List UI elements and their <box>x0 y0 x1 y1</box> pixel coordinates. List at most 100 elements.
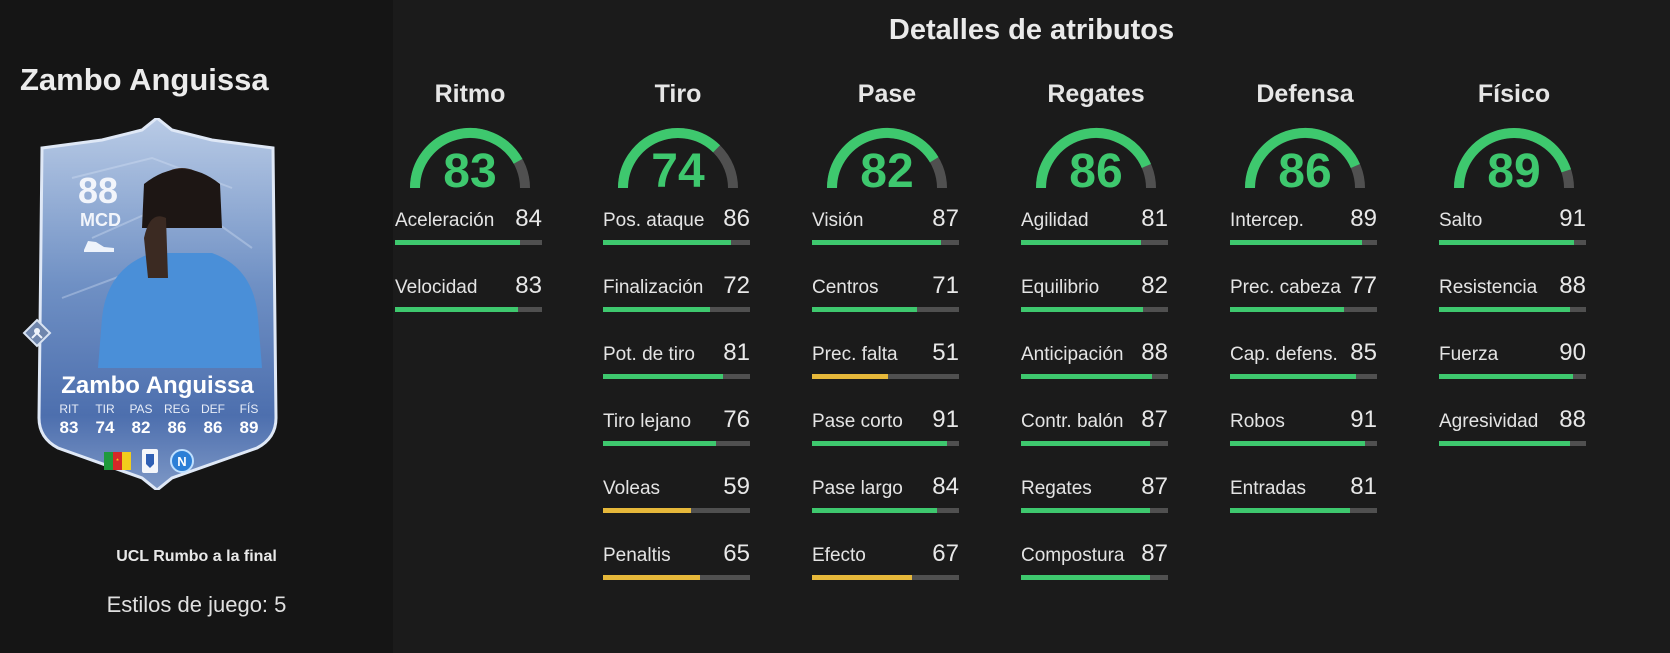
player-card[interactable]: 88 MCD Zambo Anguissa RIT 83 TIR 74 PAS … <box>32 118 283 490</box>
attribute-row: Contr. balón 87 <box>1016 401 1176 468</box>
gauge-arc <box>1245 128 1365 189</box>
attribute-bar <box>1439 374 1586 379</box>
category-value: 89 <box>1487 145 1541 198</box>
attribute-row: Equilibrio 82 <box>1016 267 1176 334</box>
attribute-name: Tiro lejano <box>603 411 692 432</box>
attribute-row: Agilidad 81 <box>1016 200 1176 267</box>
attribute-name: Regates <box>1021 478 1092 499</box>
card-stat: TIR 74 <box>90 402 120 438</box>
attribute-column[interactable]: Ritmo 83 Aceleración 84 Velocidad 83 <box>390 80 550 334</box>
attribute-bar <box>1439 441 1586 446</box>
category-value: 83 <box>443 145 497 198</box>
card-stat-label: RIT <box>59 402 79 416</box>
attribute-value: 88 <box>1559 272 1586 299</box>
player-panel: Zambo Anguissa 88 MCD Zambo Angu <box>0 0 393 653</box>
page-title: Detalles de atributos <box>888 14 1175 46</box>
attribute-bar-fill <box>812 374 888 379</box>
attribute-bar-fill <box>603 374 724 379</box>
gauge-arc <box>1454 128 1574 189</box>
attribute-row: Compostura 87 <box>1016 535 1176 602</box>
attribute-name: Efecto <box>812 545 866 566</box>
attribute-bar-fill <box>1230 307 1345 312</box>
attribute-column[interactable]: Regates 86 Agilidad 81 Equilibrio 82 Anticipac… <box>1016 80 1176 602</box>
svg-text:N: N <box>177 454 186 469</box>
attribute-name: Pase corto <box>812 411 903 432</box>
gauge-fill <box>1245 128 1360 189</box>
promo-name: UCL Rumbo a la final <box>116 548 277 565</box>
gauge-fill <box>827 128 939 189</box>
attribute-row: Resistencia 88 <box>1434 267 1594 334</box>
card-stat-label: FÍS <box>239 402 259 416</box>
attribute-row: Pot. de tiro 81 <box>598 334 758 401</box>
attribute-bar-fill <box>1021 441 1151 446</box>
card-stat-value: 89 <box>239 418 259 437</box>
attribute-bar <box>812 240 959 245</box>
card-stat-value: 86 <box>167 418 187 437</box>
football-boot-icon <box>84 241 114 252</box>
attribute-row: Robos 91 <box>1225 401 1385 468</box>
attribute-bar <box>812 575 959 580</box>
category-gauge: 83 <box>390 118 550 200</box>
attribute-name: Prec. cabeza <box>1230 277 1341 298</box>
attribute-value: 87 <box>1141 473 1168 500</box>
attribute-bar-fill <box>1439 240 1575 245</box>
category-value: 82 <box>860 145 914 198</box>
attribute-value: 84 <box>932 473 959 500</box>
serie-a-league-icon <box>142 449 158 473</box>
gauge-fill <box>618 128 721 189</box>
attribute-column[interactable]: Tiro 74 Pos. ataque 86 Finalización 72 Pot. de… <box>598 80 758 602</box>
attribute-bar-fill <box>603 508 691 513</box>
attribute-name: Resistencia <box>1439 277 1538 298</box>
card-stat-label: TIR <box>95 402 115 416</box>
attribute-name: Anticipación <box>1021 344 1124 365</box>
attribute-value: 81 <box>723 339 750 366</box>
attribute-bar <box>603 240 750 245</box>
attribute-name: Contr. balón <box>1021 411 1124 432</box>
attribute-name: Velocidad <box>395 277 478 298</box>
attribute-bar <box>1021 575 1168 580</box>
attribute-name: Penaltis <box>603 545 671 566</box>
attribute-value: 51 <box>932 339 959 366</box>
card-position: MCD <box>80 210 121 230</box>
attribute-value: 89 <box>1350 205 1377 232</box>
card-stat-label: DEF <box>201 402 225 416</box>
card-stat-label: PAS <box>129 402 153 416</box>
attribute-bar <box>812 508 959 513</box>
cameroon-flag-icon <box>104 452 131 470</box>
attribute-value: 59 <box>723 473 750 500</box>
attribute-bar-fill <box>1439 374 1573 379</box>
attribute-bar-fill <box>1021 575 1151 580</box>
attribute-bar-fill <box>1230 240 1363 245</box>
attribute-bar-fill <box>603 240 731 245</box>
card-stat: REG 86 <box>162 402 192 438</box>
attribute-name: Centros <box>812 277 879 298</box>
attribute-column[interactable]: Defensa 86 Intercep. 89 Prec. cabeza 77 Cap. d… <box>1225 80 1385 535</box>
attribute-bar-fill <box>395 240 520 245</box>
attribute-row: Prec. falta 51 <box>807 334 967 401</box>
attribute-bar <box>395 240 542 245</box>
attribute-bar-fill <box>1230 441 1366 446</box>
attribute-column[interactable]: Pase 82 Visión 87 Centros 71 Prec. falta 51 Pase… <box>807 80 967 602</box>
attribute-bar <box>395 307 542 312</box>
attribute-row: Agresividad 88 <box>1434 401 1594 468</box>
attribute-value: 81 <box>1141 205 1168 232</box>
attribute-bar-fill <box>1230 374 1357 379</box>
attribute-bar <box>1230 240 1377 245</box>
card-stat: DEF 86 <box>198 402 228 438</box>
gauge-arc <box>618 128 738 189</box>
attribute-bar <box>603 508 750 513</box>
card-stat-value: 83 <box>59 418 79 437</box>
attribute-bar-fill <box>1021 508 1151 513</box>
attribute-value: 88 <box>1141 339 1168 366</box>
attribute-bar <box>812 374 959 379</box>
attribute-name: Robos <box>1230 411 1285 432</box>
card-background <box>37 118 278 490</box>
card-stats: RIT 83 TIR 74 PAS 82 REG 86 DEF 86 FÍS 8… <box>54 402 264 438</box>
card-stat-value: 82 <box>131 418 151 437</box>
attribute-bar <box>1230 508 1377 513</box>
attribute-value: 65 <box>723 540 750 567</box>
attribute-column[interactable]: Físico 89 Salto 91 Resistencia 88 Fuerza 90 Agre… <box>1434 80 1594 468</box>
attribute-bar-fill <box>1230 508 1351 513</box>
attribute-row: Velocidad 83 <box>390 267 550 334</box>
attribute-row: Aceleración 84 <box>390 200 550 267</box>
